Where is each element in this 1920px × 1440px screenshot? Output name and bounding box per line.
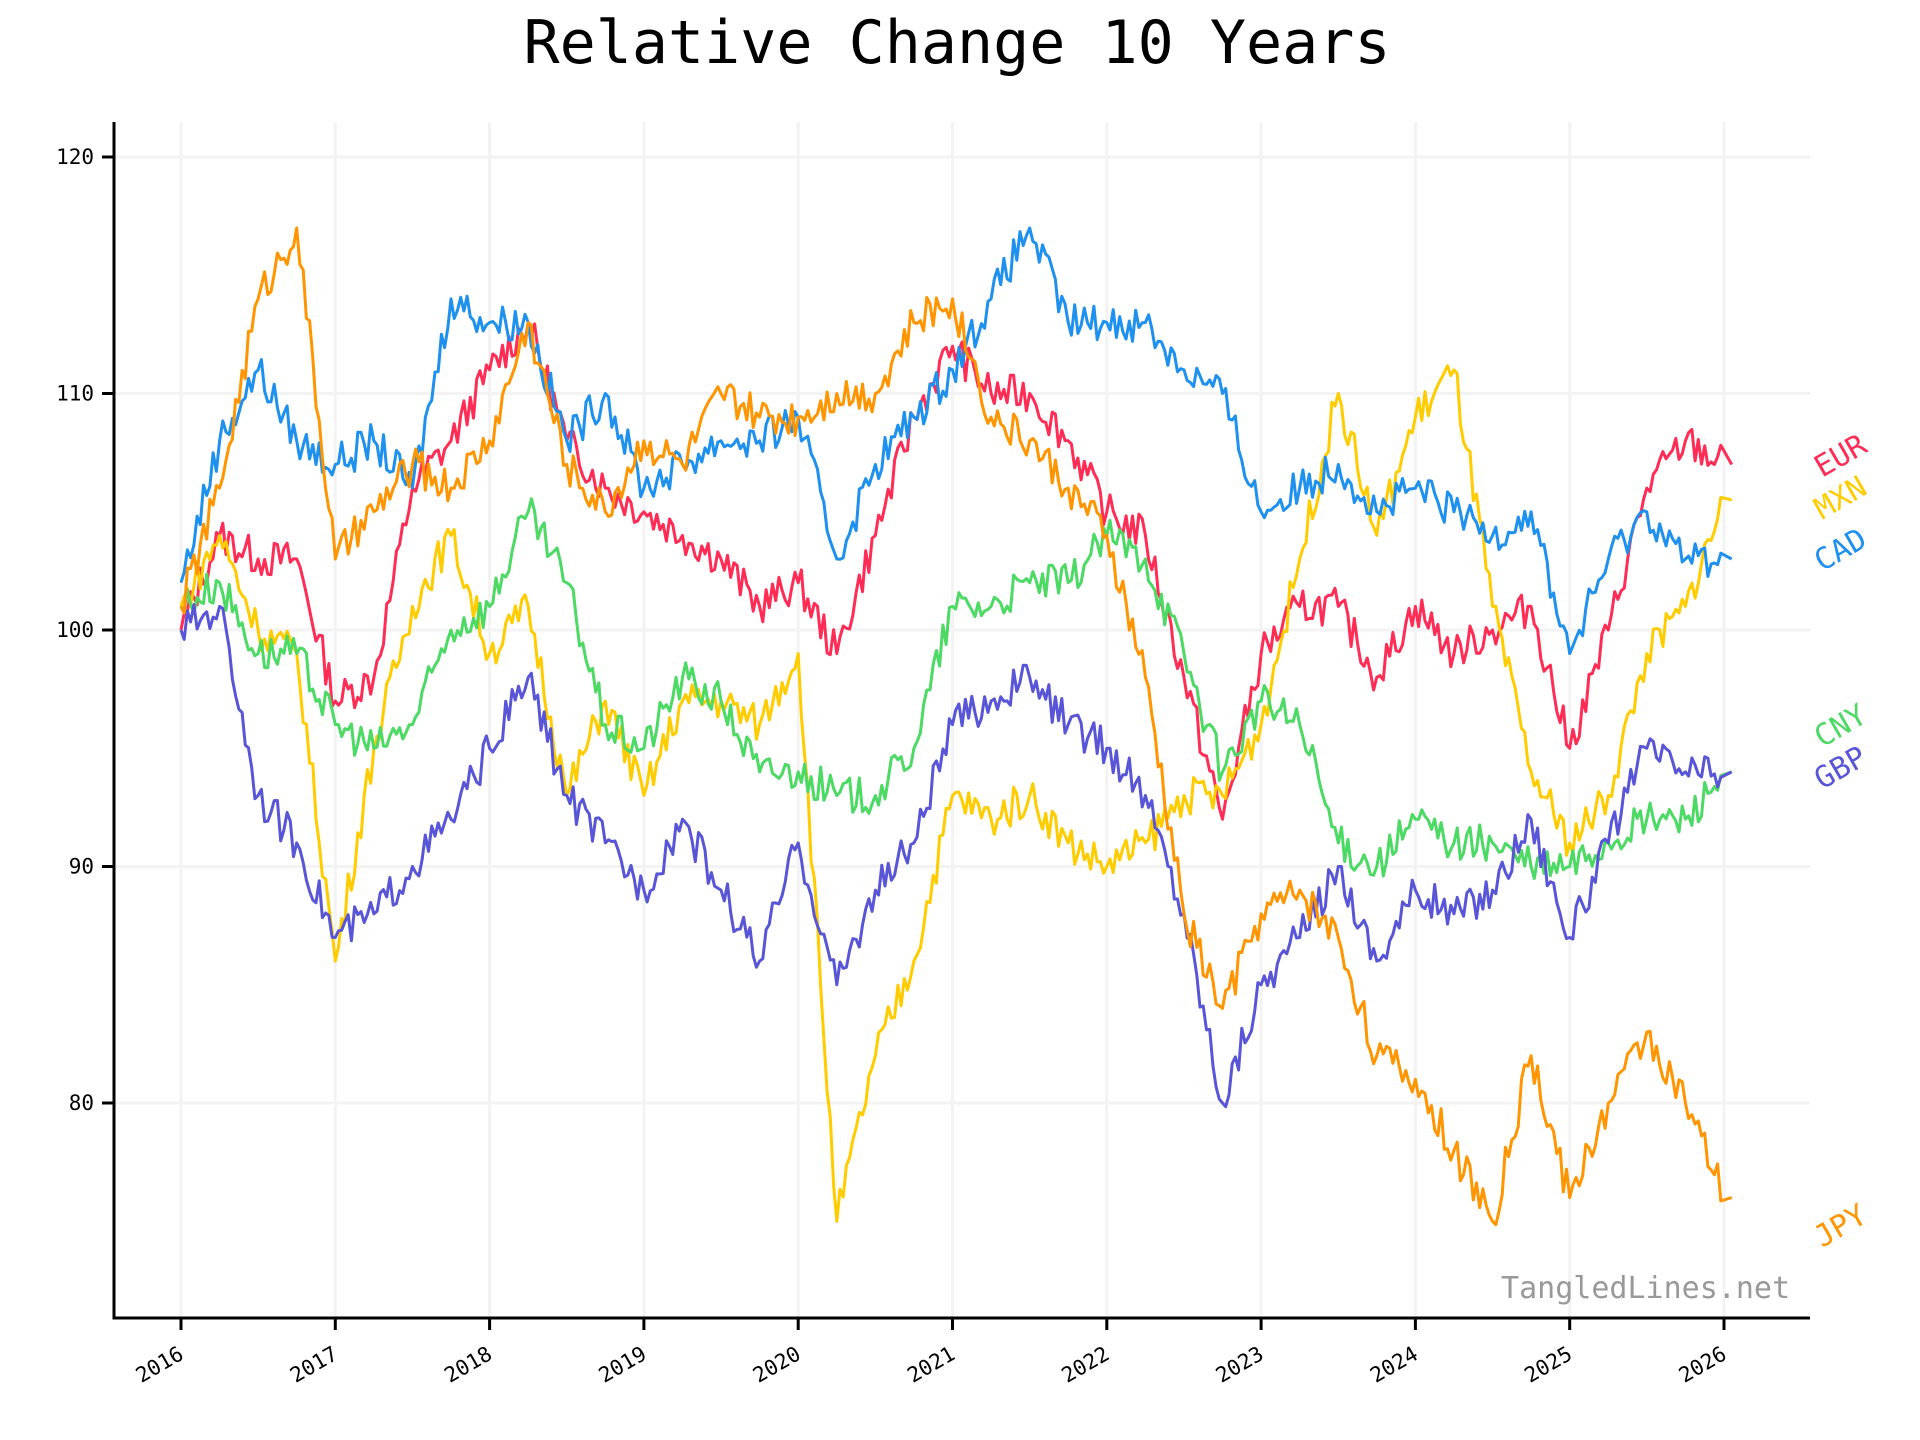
series-line-cny (179, 497, 1733, 880)
series-label-cny: CNY (1809, 698, 1873, 755)
x-tick-label: 2019 (595, 1342, 651, 1388)
watermark: TangledLines.net (1501, 1271, 1790, 1306)
series-line-cad (179, 226, 1733, 656)
y-tick-label: 90 (69, 855, 94, 879)
axes: 2016 2017 2018 2019 2020 2021 2022 2023 2024 2025… (56, 122, 1810, 1388)
series-line-gbp (179, 603, 1733, 1109)
series-label-cad: CAD (1809, 522, 1873, 579)
y-tick-label: 120 (56, 145, 94, 169)
x-tick-label: 2026 (1675, 1342, 1731, 1388)
series-line-eur (179, 321, 1734, 821)
x-tick-label: 2024 (1366, 1342, 1422, 1388)
x-tick-label: 2021 (903, 1342, 959, 1388)
chart-title: Relative Change 10 Years (524, 8, 1391, 78)
x-tick-label: 2020 (749, 1342, 805, 1388)
x-tick-label: 2025 (1520, 1342, 1576, 1388)
series-line-jpy (179, 226, 1733, 1227)
x-tick-label: 2023 (1212, 1342, 1268, 1388)
series-label-gbp: GBP (1809, 740, 1873, 797)
y-tick-label: 80 (69, 1091, 94, 1115)
series-line-mxn (179, 364, 1733, 1223)
y-tick-label: 110 (56, 382, 94, 406)
x-tick-label: 2016 (132, 1342, 188, 1388)
series-label-eur: EUR (1809, 427, 1874, 485)
series-label-jpy: JPY (1809, 1198, 1873, 1255)
x-tick-label: 2017 (286, 1342, 342, 1388)
x-tick-label: 2018 (440, 1342, 496, 1388)
y-tick-label: 100 (56, 618, 94, 642)
series-lines (179, 226, 1734, 1227)
x-tick-label: 2022 (1057, 1342, 1113, 1388)
series-label-mxn: MXN (1809, 470, 1873, 527)
